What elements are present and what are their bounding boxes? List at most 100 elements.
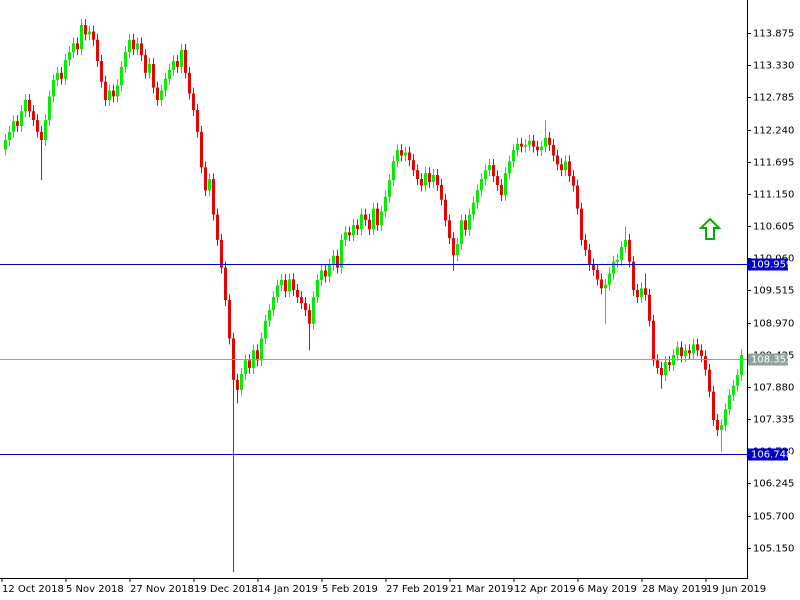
candle-body (524, 144, 527, 147)
candle-body (72, 43, 75, 53)
x-tick-label: 6 May 2019 (578, 584, 637, 595)
candle-body (308, 310, 311, 324)
candle-body (500, 184, 503, 196)
candle-body (332, 255, 335, 265)
candle-body (516, 143, 519, 151)
candle-body (704, 356, 707, 370)
candle-body (476, 190, 479, 203)
candle-body (256, 350, 259, 361)
candle-body (440, 184, 443, 200)
candle-body (208, 179, 211, 191)
candle-body (668, 362, 671, 366)
candle-body (512, 150, 515, 162)
candle-body (692, 344, 695, 354)
candle-body (600, 279, 603, 289)
x-tick-label: 12 Oct 2018 (2, 584, 64, 595)
candle-body (344, 232, 347, 240)
candle-body (192, 93, 195, 111)
candle-body (656, 360, 659, 368)
candle-body (108, 90, 111, 100)
y-tick-label: 108.970 (753, 319, 794, 330)
candle-body (280, 280, 283, 286)
candle-body (60, 72, 63, 79)
candle-body (300, 297, 303, 304)
candle-body (536, 146, 539, 151)
candle-body (296, 290, 299, 298)
candle-body (588, 249, 591, 265)
x-tick-label: 14 Jan 2019 (258, 584, 318, 595)
candle-body (540, 146, 543, 151)
x-tick-label: 12 Apr 2019 (514, 584, 576, 595)
candle-body (388, 180, 391, 197)
y-tick-label: 112.785 (753, 93, 794, 104)
candle-body (576, 185, 579, 209)
candle-body (188, 72, 191, 94)
candle-body (368, 219, 371, 230)
candle-body (444, 199, 447, 221)
price-label-box (748, 258, 788, 271)
candle-body (672, 354, 675, 366)
candle-body (112, 90, 115, 97)
candle-body (448, 220, 451, 239)
candle-body (604, 284, 607, 289)
candle-body (264, 320, 267, 339)
candle-body (168, 69, 171, 79)
candle-body (116, 85, 119, 97)
candle-body (248, 360, 251, 368)
candle-body (52, 79, 55, 97)
candle-body (172, 61, 175, 70)
candle-body (260, 338, 263, 361)
candle-body (432, 174, 435, 183)
candle-body (580, 208, 583, 240)
candle-body (632, 261, 635, 291)
candle-body (648, 294, 651, 321)
candle-body (712, 391, 715, 420)
candle-body (716, 419, 719, 430)
candle-body (676, 347, 679, 355)
candle-body (680, 347, 683, 357)
y-tick-label: 111.695 (753, 158, 794, 169)
candle-body (24, 99, 27, 112)
candle-body (428, 173, 431, 183)
x-tick-label: 27 Nov 2018 (130, 584, 194, 595)
candle-body (144, 55, 147, 73)
candle-body (360, 214, 363, 230)
candle-body (76, 43, 79, 50)
candle-body (592, 264, 595, 270)
candle-body (184, 49, 187, 73)
x-tick-label: 19 Dec 2018 (194, 584, 258, 595)
candle-body (152, 63, 155, 88)
candle-body (120, 66, 123, 86)
candle-body (284, 280, 287, 292)
candle-body (700, 350, 703, 357)
candle-body (356, 225, 359, 230)
candle-body (244, 360, 247, 374)
candle-body (200, 131, 203, 168)
candle-body (124, 52, 127, 67)
candle-body (376, 208, 379, 226)
candle-body (616, 259, 619, 262)
candle-body (28, 99, 31, 112)
y-tick-label: 113.330 (753, 61, 794, 72)
candle-body (664, 362, 667, 376)
candle-body (364, 214, 367, 220)
candle-body (384, 196, 387, 212)
candle-body (460, 220, 463, 245)
candle-body (104, 81, 107, 100)
candle-body (484, 170, 487, 180)
candle-body (220, 239, 223, 268)
candle-body (380, 211, 383, 226)
candle-body (288, 279, 291, 292)
price-label-box (748, 448, 788, 461)
candle-body (84, 25, 87, 35)
candle-body (724, 409, 727, 426)
y-tick-label: 107.335 (753, 415, 794, 426)
candle-body (180, 49, 183, 67)
candle-body (520, 143, 523, 147)
price-label-box (748, 353, 788, 366)
candle-body (304, 303, 307, 311)
x-tick-label: 27 Feb 2019 (386, 584, 448, 595)
candle-body (416, 170, 419, 180)
candle-body (420, 179, 423, 186)
